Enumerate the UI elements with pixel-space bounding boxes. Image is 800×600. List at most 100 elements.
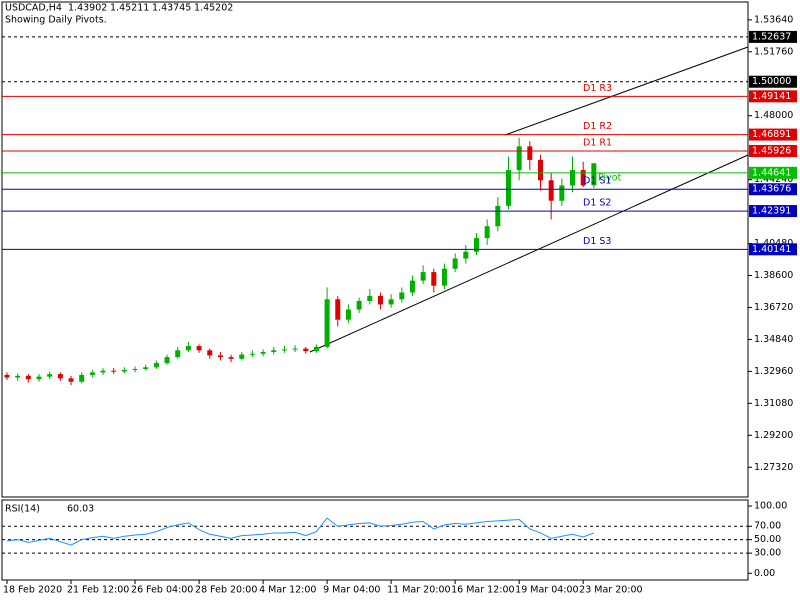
price-label: 1.43676 (752, 184, 791, 195)
level-name: D1 S2 (583, 198, 611, 209)
x-tick-label: 28 Feb 20:00 (195, 585, 257, 596)
candle-body (217, 355, 223, 358)
level-name: D1 S1 (583, 176, 611, 187)
y-tick-label: 1.29200 (754, 430, 793, 441)
high-value: 1.45211 (110, 3, 149, 14)
candle-body (431, 272, 437, 286)
price-box (749, 75, 797, 88)
y-tick-label: 1.48000 (754, 110, 793, 121)
candle-body (89, 372, 95, 375)
candle-body (516, 146, 522, 171)
x-tick-label: 21 Feb 12:00 (67, 585, 129, 596)
candle-body (4, 374, 10, 378)
x-tick-label: 16 Mar 12:00 (451, 585, 514, 596)
level-name: Pivot (598, 172, 622, 183)
rsi-title: RSI(14) (5, 504, 40, 515)
y-tick-label: 1.31080 (754, 398, 793, 409)
level-name: D1 S3 (583, 236, 611, 247)
y-tick-label: 70.00 (754, 521, 781, 532)
candle-body (47, 374, 53, 377)
price-label: 1.42391 (752, 206, 791, 217)
candle-body (185, 346, 191, 351)
close-value: 1.45202 (194, 3, 233, 14)
rsi-line (6, 517, 595, 546)
low-value: 1.43745 (152, 3, 191, 14)
candle-body (388, 299, 394, 305)
candle-body (153, 363, 159, 368)
candle-body (484, 226, 490, 239)
candle-body (303, 348, 309, 352)
price-box (749, 90, 797, 103)
x-tick-label: 23 Mar 20:00 (579, 585, 642, 596)
candle-body (335, 299, 341, 320)
candle-body (249, 353, 255, 355)
candle-body (57, 374, 63, 379)
price-box (749, 183, 797, 196)
y-tick-label: 30.00 (754, 548, 781, 559)
y-tick-label: 1.44240 (754, 174, 793, 185)
price-label: 1.49141 (752, 91, 791, 102)
y-tick-label: 1.32960 (754, 366, 793, 377)
candle-body (399, 292, 405, 300)
y-tick-label: 1.36720 (754, 302, 793, 313)
rsi-value: 60.03 (67, 504, 94, 515)
price-label: 1.40141 (752, 244, 791, 255)
candle-body (79, 374, 85, 382)
candle-body (25, 375, 31, 380)
candle-body (132, 369, 138, 371)
candle-body (495, 205, 501, 227)
x-tick-label: 4 Mar 12:00 (259, 585, 316, 596)
candle-body (548, 180, 554, 201)
candle-body (143, 367, 149, 370)
candle-body (68, 378, 74, 382)
candle-body (164, 357, 170, 364)
y-tick-label: 1.51760 (754, 46, 793, 57)
candle-body (271, 350, 277, 353)
price-box (749, 128, 797, 141)
candle-body (121, 369, 127, 372)
candle-body (409, 280, 415, 293)
x-tick-label: 11 Mar 20:00 (387, 585, 450, 596)
candle-body (377, 295, 383, 305)
candle-body (228, 357, 234, 359)
candle-body (441, 268, 447, 286)
price-box (749, 144, 797, 157)
candle-body (345, 309, 351, 320)
level-name: D1 R3 (583, 83, 612, 94)
candle-body (473, 238, 479, 252)
y-tick-label: 0.00 (754, 568, 775, 579)
y-tick-label: 1.38600 (754, 270, 793, 281)
subtitle: Showing Daily Pivots. (5, 15, 107, 26)
open-value: 1.43902 (68, 3, 107, 14)
candle-body (505, 170, 511, 206)
candle-body (559, 185, 565, 201)
candle-body (175, 350, 181, 358)
level-name: D1 R1 (583, 137, 612, 148)
price-box (749, 166, 797, 179)
candle-body (356, 301, 362, 310)
candle-body (538, 159, 543, 181)
y-tick-label: 50.00 (754, 534, 781, 545)
price-label: 1.45926 (752, 145, 791, 156)
y-tick-label: 100.00 (754, 501, 787, 512)
candle-body (281, 349, 287, 351)
x-tick-label: 9 Mar 04:00 (323, 585, 380, 596)
trend-line (309, 154, 749, 353)
price-label: 1.52637 (752, 31, 791, 42)
x-tick-label: 18 Feb 2020 (3, 585, 62, 596)
price-label: 1.50000 (752, 76, 791, 87)
price-box (749, 243, 797, 256)
candle-body (111, 370, 117, 372)
price-label: 1.44641 (752, 167, 791, 178)
candle-body (527, 146, 533, 160)
symbol: USDCAD,H4 (5, 3, 62, 14)
candle-body (313, 346, 319, 352)
trend-line (504, 46, 749, 136)
candle-body (570, 170, 576, 186)
candle-body (367, 295, 373, 302)
candle-body (207, 350, 213, 356)
x-tick-label: 26 Feb 04:00 (131, 585, 193, 596)
price-label: 1.46891 (752, 129, 791, 140)
candle-body (452, 258, 458, 269)
